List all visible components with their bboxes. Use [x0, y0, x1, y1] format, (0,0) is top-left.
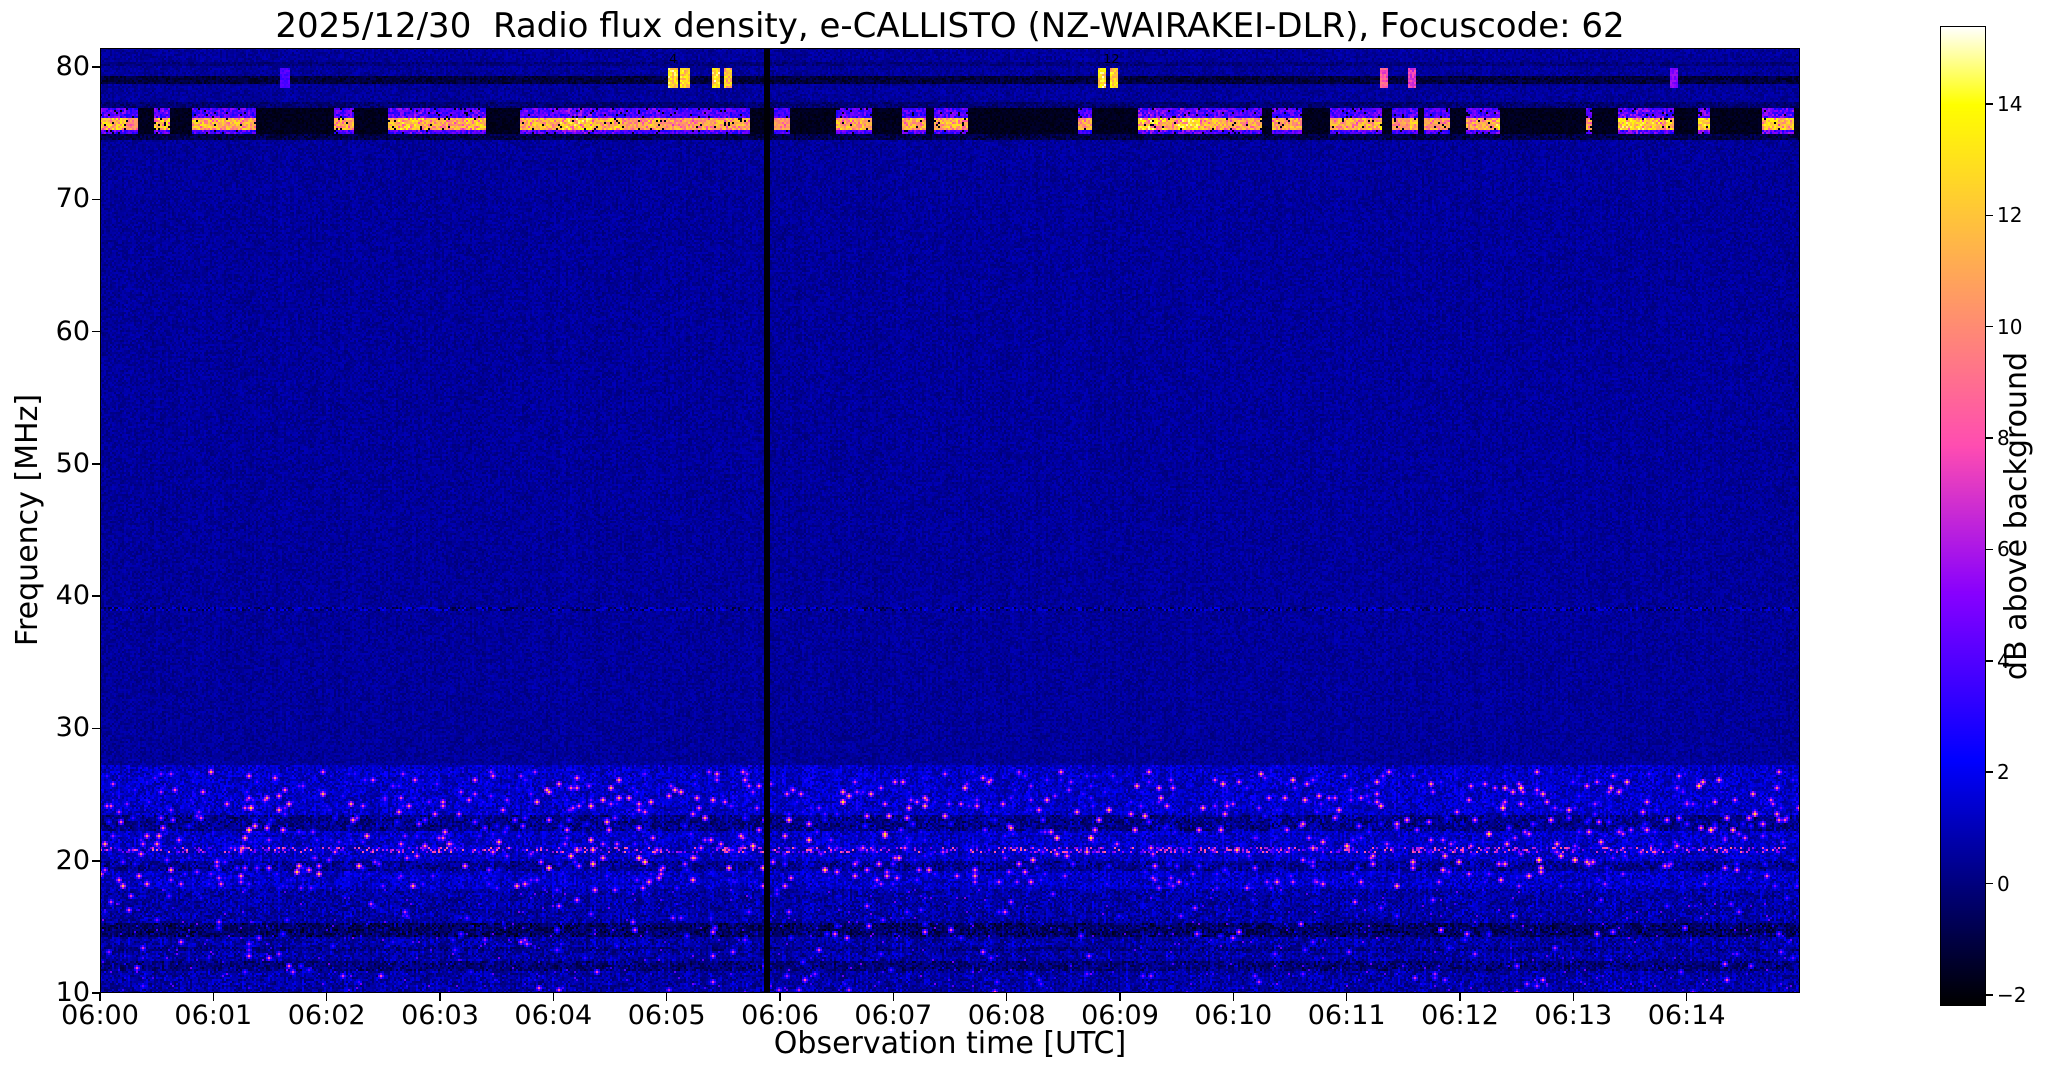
y-tick-mark [92, 463, 100, 465]
x-tick-label: 06:08 [967, 1000, 1046, 1031]
y-tick-mark [92, 595, 100, 597]
x-tick-mark [212, 993, 215, 1001]
x-tick-label: 06:13 [1534, 1000, 1613, 1031]
x-tick-mark [1572, 993, 1575, 1001]
y-tick-mark [92, 727, 100, 730]
x-tick-label: 06:04 [514, 1000, 593, 1031]
colorbar-tick-label: 10 [1997, 314, 2023, 339]
y-tick-label: 20 [55, 844, 90, 876]
x-axis-label: Observation time [UTC] [773, 1026, 1127, 1061]
y-tick-mark [92, 330, 100, 333]
x-tick-label: 06:00 [61, 1000, 139, 1031]
x-tick-label: 06:02 [287, 1000, 366, 1031]
colorbar-tick-label: 8 [1997, 426, 2010, 451]
x-tick-mark [325, 993, 328, 1001]
colorbar-tick-mark [1986, 437, 1993, 439]
x-tick-label: 06:10 [1194, 1000, 1273, 1031]
x-tick-label: 06:09 [1081, 1000, 1159, 1031]
y-tick-mark [92, 992, 100, 994]
x-tick-label: 06:05 [627, 1000, 706, 1031]
x-tick-mark [779, 993, 781, 1001]
x-tick-label: 06:12 [1421, 1000, 1499, 1031]
colorbar-tick-mark [1986, 548, 1993, 551]
y-tick-mark [92, 859, 100, 862]
x-tick-label: 06:06 [741, 1000, 819, 1031]
x-tick-mark [1345, 993, 1348, 1001]
colorbar-tick-label: 12 [1997, 203, 2023, 228]
colorbar-tick-mark [1986, 771, 1993, 773]
colorbar-tick-label: 2 [1997, 760, 2010, 785]
x-tick-mark [1685, 993, 1688, 1001]
colorbar-tick-mark [1986, 103, 1993, 105]
x-tick-mark [1232, 993, 1235, 1001]
x-tick-mark [1005, 993, 1008, 1001]
x-tick-mark [99, 993, 101, 1001]
x-tick-label: 06:03 [401, 1000, 479, 1031]
colorbar-tick-label: 14 [1997, 91, 2023, 116]
colorbar-tick-label: 0 [1997, 871, 2010, 896]
x-tick-label: 06:14 [1647, 1000, 1726, 1031]
colorbar-tick-label: −2 [1997, 982, 2027, 1007]
y-tick-mark [92, 198, 100, 201]
x-tick-label: 06:01 [174, 1000, 253, 1031]
y-tick-label: 80 [55, 51, 90, 83]
colorbar-gradient [1940, 26, 1986, 1006]
y-tick-label: 60 [55, 315, 90, 347]
y-tick-mark [92, 66, 100, 68]
x-tick-mark [665, 993, 668, 1001]
y-tick-label: 30 [55, 712, 90, 744]
x-tick-mark [892, 993, 895, 1001]
colorbar-tick-mark [1986, 214, 1993, 217]
y-axis-label: Frequency [MHz] [10, 393, 45, 647]
x-tick-mark [439, 993, 441, 1001]
x-tick-mark [552, 993, 555, 1001]
colorbar-tick-mark [1986, 325, 1993, 328]
y-tick-label: 50 [55, 447, 90, 479]
chart-title: 2025/12/30 Radio flux density, e-CALLIST… [275, 6, 1625, 46]
y-tick-label: 10 [55, 977, 90, 1008]
colorbar-tick-mark [1986, 659, 1993, 662]
colorbar-tick-mark [1986, 994, 1993, 996]
y-tick-label: 70 [55, 183, 90, 215]
x-tick-label: 06:11 [1307, 1000, 1386, 1031]
colorbar-tick-mark [1986, 882, 1993, 885]
x-tick-label: 06:07 [854, 1000, 933, 1031]
x-tick-mark [1459, 993, 1461, 1001]
colorbar-tick-label: 6 [1997, 537, 2010, 562]
colorbar-tick-label: 4 [1997, 648, 2010, 673]
x-tick-mark [1119, 993, 1121, 1001]
spectrogram-heatmap [100, 48, 1800, 993]
y-tick-label: 40 [55, 580, 90, 612]
